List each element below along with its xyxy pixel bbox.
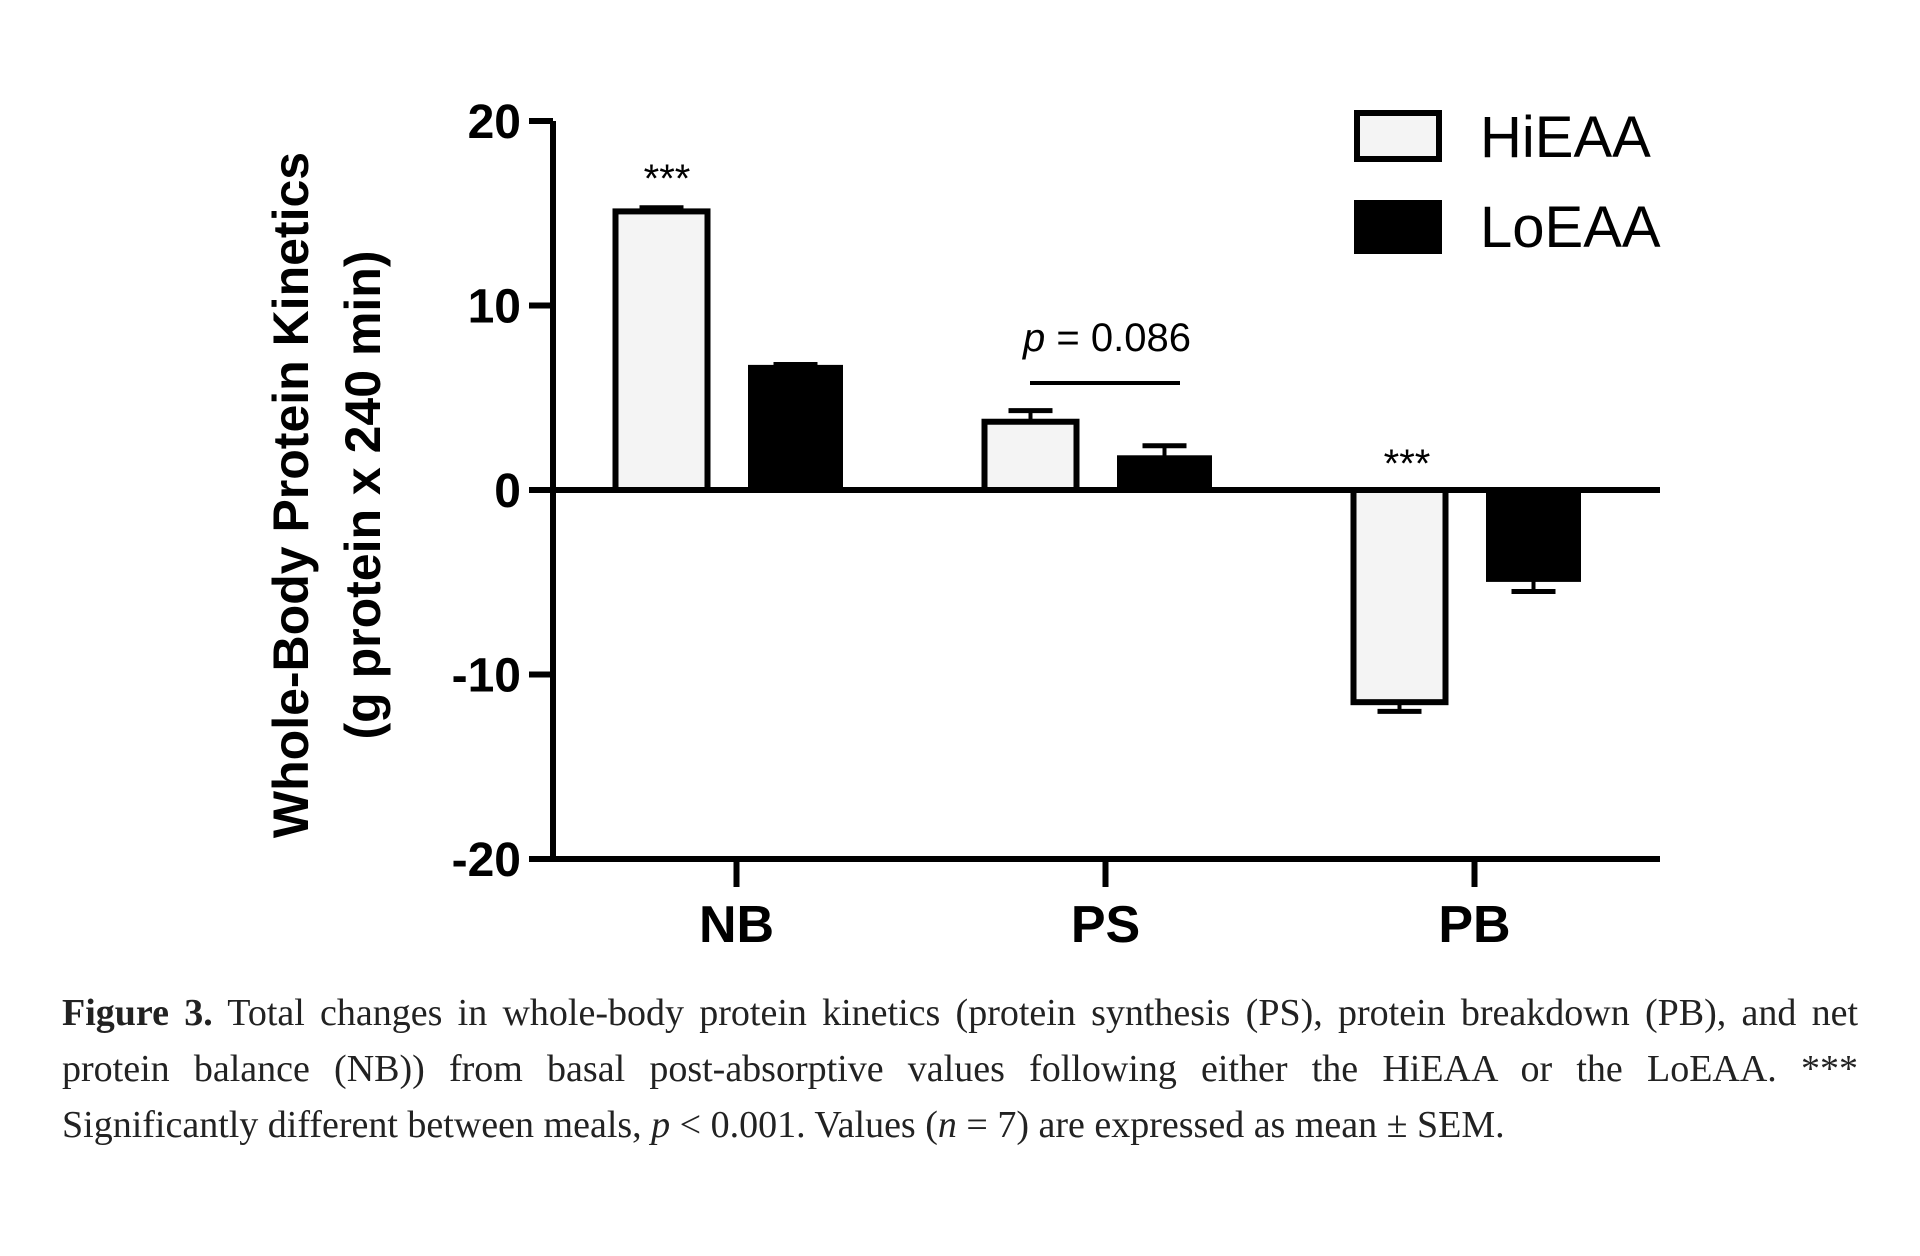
bar-loeaa-ps (1117, 455, 1212, 492)
y-tick-label: -10 (452, 650, 521, 703)
bar-hieaa-pb (1350, 487, 1449, 706)
caption-text-3: = 7) are expressed as mean ± SEM. (956, 1104, 1505, 1146)
y-tick-label: 0 (494, 465, 521, 518)
bar-loeaa-nb (748, 364, 843, 492)
legend-label-loeaa: LoEAA (1480, 195, 1661, 260)
y-tick-label: -20 (452, 834, 521, 887)
figure-caption: Figure 3. Total changes in whole-body pr… (62, 985, 1858, 1153)
legend-swatch-loeaa (1354, 200, 1442, 254)
ps-p-value: p = 0.086 (1022, 316, 1191, 360)
legend: HiEAA LoEAA (1354, 105, 1661, 260)
bar-chart: Whole-Body Protein Kinetics (g protein x… (263, 96, 1661, 954)
legend-label-hieaa: HiEAA (1480, 105, 1651, 170)
x-tick-label-ps: PS (1071, 896, 1140, 954)
bar-hieaa-nb (612, 208, 711, 493)
legend-swatch-hieaa (1354, 110, 1442, 162)
y-axis-label-line1: Whole-Body Protein Kinetics (263, 152, 319, 838)
caption-text-1: Total changes in whole-body protein kine… (62, 992, 1859, 1146)
bar-hieaa-ps (981, 418, 1080, 493)
plot-area: 20 10 0 -10 -20 NB PS PB (452, 96, 1660, 954)
caption-text-2: < 0.001. Values ( (670, 1104, 938, 1146)
ps-p-number: = 0.086 (1045, 316, 1191, 360)
caption-p-italic: p (651, 1104, 671, 1146)
y-tick-label: 20 (468, 96, 521, 149)
y-axis-label-line2: (g protein x 240 min) (335, 251, 391, 740)
nb-significance-stars: *** (644, 157, 691, 201)
x-tick-label-nb: NB (699, 896, 774, 954)
y-tick-label: 10 (468, 281, 521, 334)
caption-n-italic: n (937, 1104, 957, 1146)
ps-p-italic: p (1022, 316, 1045, 360)
bar-loeaa-pb (1486, 488, 1581, 582)
caption-label: Figure 3. (62, 992, 213, 1034)
x-tick-label-pb: PB (1438, 896, 1510, 954)
pb-significance-stars: *** (1384, 442, 1431, 486)
